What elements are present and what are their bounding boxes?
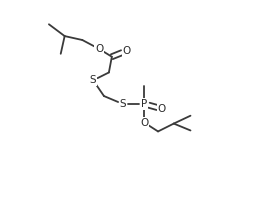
Text: O: O bbox=[158, 104, 166, 114]
Text: O: O bbox=[95, 44, 103, 54]
Text: S: S bbox=[90, 75, 97, 85]
Text: P: P bbox=[141, 99, 147, 109]
Text: S: S bbox=[119, 99, 126, 109]
Text: O: O bbox=[140, 118, 148, 128]
Text: O: O bbox=[123, 46, 131, 56]
